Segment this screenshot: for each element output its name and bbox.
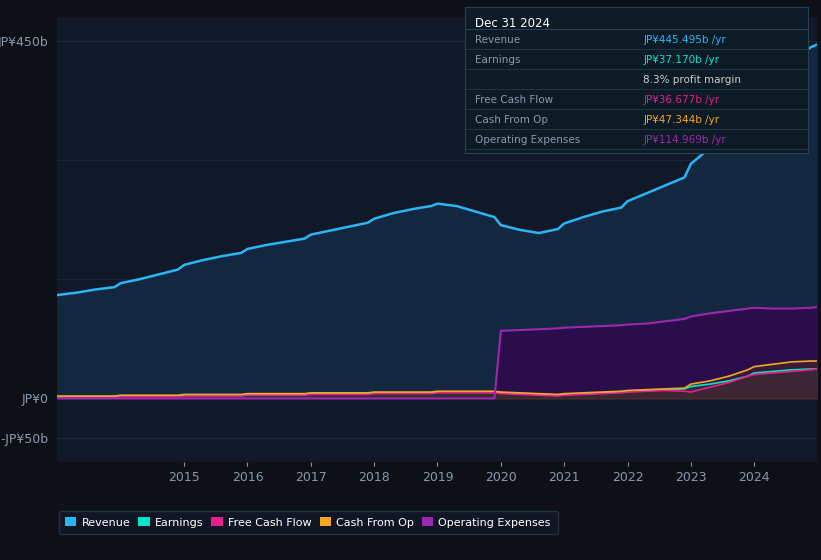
Text: Revenue: Revenue [475,35,521,45]
Text: JP¥47.344b /yr: JP¥47.344b /yr [643,115,719,125]
Text: JP¥114.969b /yr: JP¥114.969b /yr [643,135,726,145]
Legend: Revenue, Earnings, Free Cash Flow, Cash From Op, Operating Expenses: Revenue, Earnings, Free Cash Flow, Cash … [58,511,557,534]
Text: JP¥445.495b /yr: JP¥445.495b /yr [643,35,726,45]
Text: 8.3% profit margin: 8.3% profit margin [643,75,741,85]
Text: Cash From Op: Cash From Op [475,115,548,125]
Text: Operating Expenses: Operating Expenses [475,135,580,145]
Text: JP¥36.677b /yr: JP¥36.677b /yr [643,95,719,105]
Text: Free Cash Flow: Free Cash Flow [475,95,553,105]
Text: Earnings: Earnings [475,55,521,65]
Text: JP¥37.170b /yr: JP¥37.170b /yr [643,55,719,65]
Text: Dec 31 2024: Dec 31 2024 [475,17,550,30]
